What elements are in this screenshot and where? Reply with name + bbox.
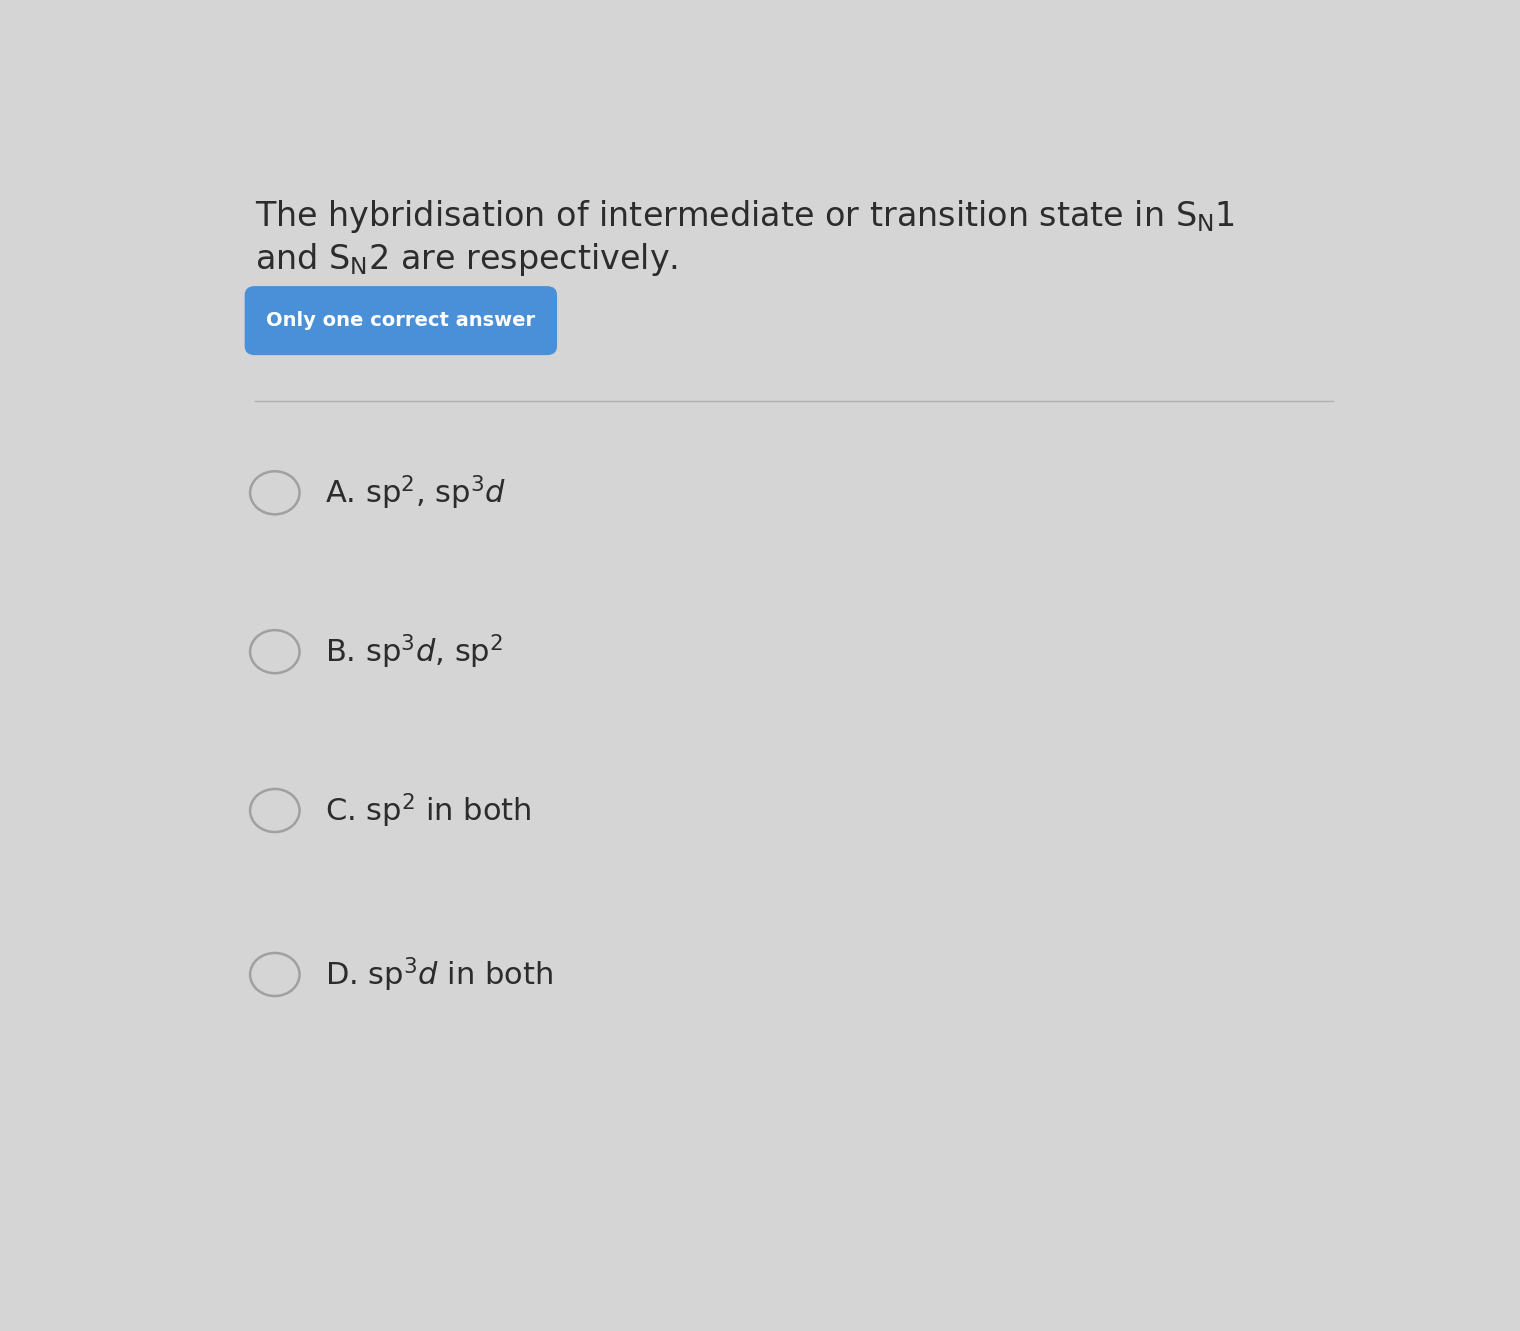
Text: C. $\mathregular{sp^2}$ in both: C. $\mathregular{sp^2}$ in both — [325, 791, 532, 829]
Text: Only one correct answer: Only one correct answer — [266, 311, 535, 330]
Text: and $\mathregular{S_N}$2 are respectively.: and $\mathregular{S_N}$2 are respectivel… — [255, 241, 678, 278]
Text: D. $\mathregular{sp^3}$$\mathit{d}$ in both: D. $\mathregular{sp^3}$$\mathit{d}$ in b… — [325, 956, 553, 994]
Text: A. $\mathregular{sp^2}$, $\mathregular{sp^3}$$\mathit{d}$: A. $\mathregular{sp^2}$, $\mathregular{s… — [325, 474, 506, 512]
Text: B. $\mathregular{sp^3}$$\mathit{d}$, $\mathregular{sp^2}$: B. $\mathregular{sp^3}$$\mathit{d}$, $\m… — [325, 632, 503, 671]
Text: The hybridisation of intermediate or transition state in $\mathregular{S_N}$1: The hybridisation of intermediate or tra… — [255, 198, 1234, 236]
FancyBboxPatch shape — [245, 286, 556, 354]
